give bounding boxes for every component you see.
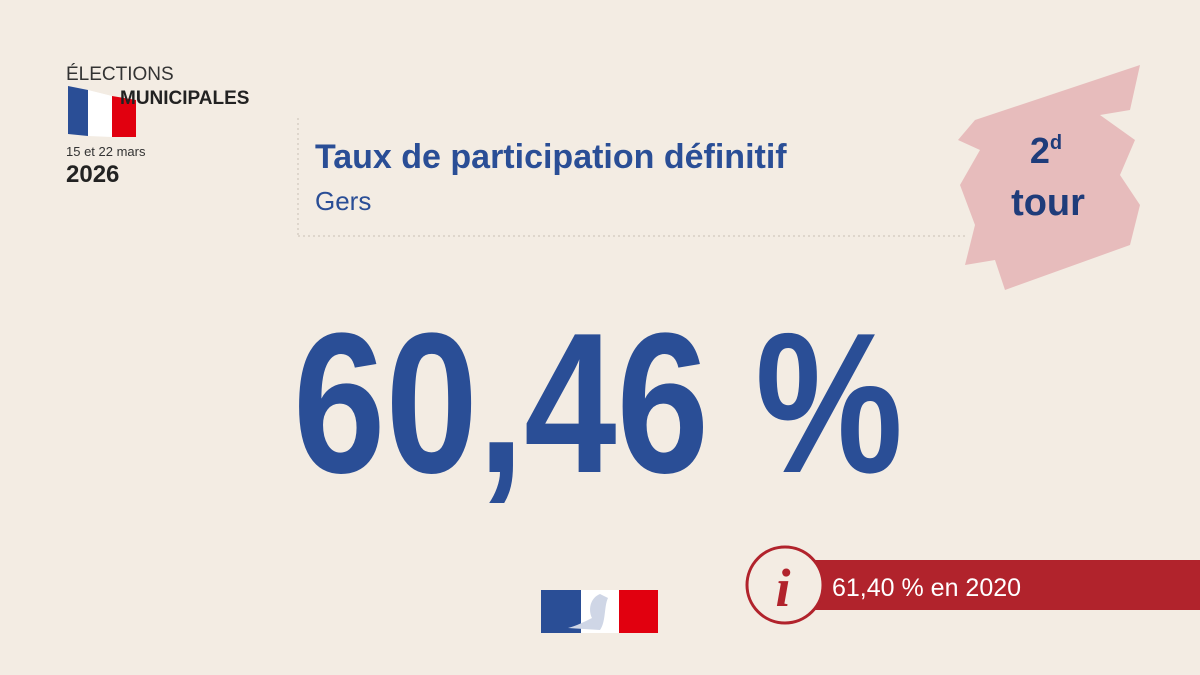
logo-blue — [541, 590, 581, 633]
round-word: tour — [1011, 182, 1085, 224]
round-number-text: 2 — [1030, 130, 1050, 171]
logo-year: 2026 — [66, 161, 119, 188]
header-subtitle: Gers — [315, 186, 371, 216]
info-icon-circle — [745, 545, 825, 625]
round-suffix: d — [1050, 132, 1062, 154]
marianne-logo — [541, 590, 658, 633]
logo-line2: MUNICIPALES — [120, 88, 249, 109]
info-text: 61,40 % en 2020 — [832, 574, 1021, 602]
main-value: 60,46 % — [293, 292, 903, 515]
header-title: Taux de participation définitif — [315, 138, 787, 176]
logo-dates: 15 et 22 mars — [66, 144, 146, 159]
info-banner — [780, 560, 1200, 610]
round-number: 2d — [1030, 130, 1062, 171]
round-badge — [958, 65, 1140, 290]
logo-line1: ÉLECTIONS — [66, 64, 174, 85]
logo-profile — [568, 594, 608, 630]
flag-blue — [68, 86, 88, 136]
logo-red — [619, 590, 658, 633]
flag-red — [112, 96, 136, 137]
election-logo: ÉLECTIONS MUNICIPALES 15 et 22 mars 2026 — [66, 64, 249, 188]
info-icon: i — [775, 558, 790, 618]
flag-white — [88, 90, 112, 137]
